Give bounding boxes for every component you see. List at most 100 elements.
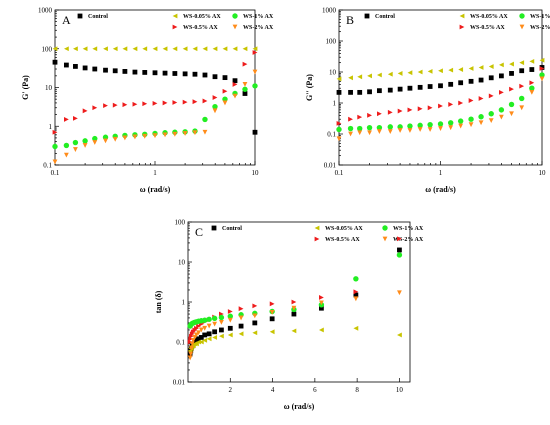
data-point — [252, 50, 258, 55]
data-point — [417, 106, 423, 112]
legend-label-control: Control — [375, 14, 395, 20]
data-point — [188, 345, 194, 351]
data-point — [347, 125, 354, 132]
data-point — [269, 309, 275, 315]
data-point — [397, 290, 402, 296]
legend-label-ws005: WS-0.05% AX — [325, 226, 363, 232]
data-point — [172, 71, 178, 76]
data-point — [152, 46, 158, 52]
data-point — [357, 130, 363, 136]
data-point — [206, 331, 212, 337]
data-point — [357, 114, 363, 120]
data-point — [162, 46, 168, 52]
data-point — [397, 108, 403, 114]
data-point — [152, 70, 158, 76]
x-tick-label: 1 — [439, 169, 443, 177]
y-axis-label: G'' (Pa) — [305, 74, 314, 101]
legend-label-ws05: WS-0.5% AX — [325, 237, 360, 243]
data-point — [448, 125, 454, 131]
data-point — [417, 122, 423, 129]
y-tick-label: 100 — [326, 38, 337, 46]
data-point — [252, 46, 258, 52]
legend-label-ws005: WS-0.05% AX — [470, 14, 508, 20]
data-point — [52, 59, 58, 65]
data-point — [227, 317, 233, 323]
data-point — [498, 89, 504, 95]
x-axis-label: ω (rad/s) — [284, 402, 315, 411]
data-point — [509, 111, 514, 117]
data-point — [437, 121, 444, 127]
data-point — [397, 86, 403, 92]
data-point — [172, 46, 178, 52]
x-tick-label: 10 — [539, 169, 547, 177]
x-tick-label: 8 — [355, 386, 359, 394]
data-point — [529, 85, 535, 91]
data-point — [519, 95, 525, 102]
data-point — [427, 121, 433, 128]
legend-marker-ws05 — [459, 24, 465, 30]
data-point — [353, 296, 359, 302]
data-point — [92, 46, 98, 52]
data-point — [192, 46, 198, 52]
data-point — [63, 62, 69, 68]
data-point — [227, 325, 233, 331]
data-point — [252, 303, 258, 309]
data-point — [252, 83, 258, 89]
data-point — [417, 127, 423, 132]
data-point — [397, 236, 402, 242]
data-point — [112, 68, 118, 74]
data-point — [427, 68, 433, 74]
data-point — [219, 327, 224, 333]
data-point — [336, 120, 342, 126]
data-point — [206, 323, 212, 329]
legend-label-ws05: WS-0.5% AX — [183, 25, 218, 31]
series-ws2 — [52, 69, 258, 165]
legend-marker-ws2 — [232, 24, 238, 30]
data-point — [103, 67, 108, 73]
series-control — [336, 65, 545, 95]
data-point — [112, 102, 118, 108]
data-point — [509, 71, 514, 76]
data-point — [212, 335, 218, 340]
y-tick-label: 1000 — [38, 7, 53, 15]
data-point — [182, 46, 188, 52]
data-point — [232, 82, 238, 87]
data-point — [92, 135, 98, 142]
data-point — [269, 301, 275, 307]
legend: Control WS-0.05% AX WS-0.5% AX WS-1% AX WS-2… — [364, 13, 550, 31]
chart-panel-c: 0.01 0.1 1 10 100 2 4 6 8 10 ω (rad/s) tan (δ) C Cont… — [154, 219, 424, 412]
data-point — [132, 134, 138, 140]
data-point — [457, 118, 464, 124]
legend-label-ws2: WS-2% AX — [393, 237, 424, 243]
legend-marker-ws2 — [382, 236, 388, 242]
series-control — [52, 59, 258, 135]
data-point — [357, 89, 363, 95]
data-point — [162, 100, 168, 106]
data-point — [132, 46, 138, 52]
data-point — [63, 46, 69, 52]
data-point — [194, 332, 199, 338]
data-point — [478, 120, 484, 126]
y-tick-label: 1 — [333, 100, 337, 108]
data-point — [407, 128, 413, 133]
data-point — [498, 73, 504, 79]
data-point — [132, 69, 138, 75]
legend: Control WS-0.05% AX WS-0.5% AX WS-1% AX WS-2… — [77, 13, 274, 31]
data-point — [336, 76, 342, 82]
data-point — [202, 337, 208, 343]
data-point — [142, 46, 148, 52]
data-point — [478, 114, 484, 120]
legend-marker-ws2 — [519, 24, 525, 30]
data-point — [212, 95, 218, 100]
data-point — [319, 305, 324, 311]
legend-label-control: Control — [222, 226, 242, 232]
data-point — [427, 105, 433, 111]
data-point — [196, 339, 201, 345]
data-point — [219, 333, 224, 339]
data-point — [242, 86, 248, 92]
data-point — [227, 309, 233, 314]
data-point — [269, 329, 275, 335]
data-point — [227, 332, 233, 338]
legend-marker-ws05 — [314, 236, 320, 242]
x-axis-label: ω (rad/s) — [425, 185, 456, 194]
